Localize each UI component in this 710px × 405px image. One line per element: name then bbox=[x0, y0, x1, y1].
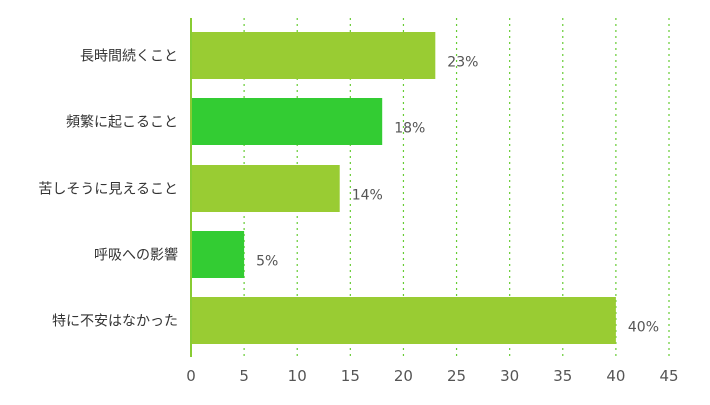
x-tick-label: 20 bbox=[394, 367, 413, 385]
x-tick-label: 5 bbox=[239, 367, 249, 385]
x-tick-label: 40 bbox=[606, 367, 625, 385]
labels: 0 5 10 15 20 25 30 35 40 45 長時間続くこと 23% 頻繁に起こること 18% 苦… bbox=[38, 48, 678, 386]
data-label: 5% bbox=[256, 254, 278, 270]
data-label: 40% bbox=[628, 320, 659, 336]
x-tick-label: 25 bbox=[447, 367, 466, 385]
category-label: 苦しそうに見えること bbox=[38, 182, 178, 198]
bar-2 bbox=[191, 98, 383, 145]
data-label: 14% bbox=[352, 188, 383, 204]
bar-3 bbox=[191, 165, 340, 212]
x-tick-label: 15 bbox=[341, 367, 360, 385]
bar-5 bbox=[191, 297, 616, 344]
category-label: 長時間続くこと bbox=[80, 48, 178, 65]
bar-1 bbox=[191, 32, 436, 79]
bar-4 bbox=[191, 231, 245, 278]
x-tick-label: 10 bbox=[288, 367, 307, 385]
category-label: 頻繁に起こること bbox=[66, 115, 178, 131]
category-label: 特に不安はなかった bbox=[52, 314, 178, 330]
bars bbox=[191, 32, 616, 344]
x-tick-label: 0 bbox=[186, 367, 196, 385]
x-tick-label: 30 bbox=[500, 367, 519, 385]
x-tick-label: 35 bbox=[553, 367, 572, 385]
data-label: 23% bbox=[447, 55, 478, 71]
category-label: 呼吸への影響 bbox=[94, 247, 178, 264]
x-tick-label: 45 bbox=[659, 367, 678, 385]
data-label: 18% bbox=[394, 121, 425, 137]
